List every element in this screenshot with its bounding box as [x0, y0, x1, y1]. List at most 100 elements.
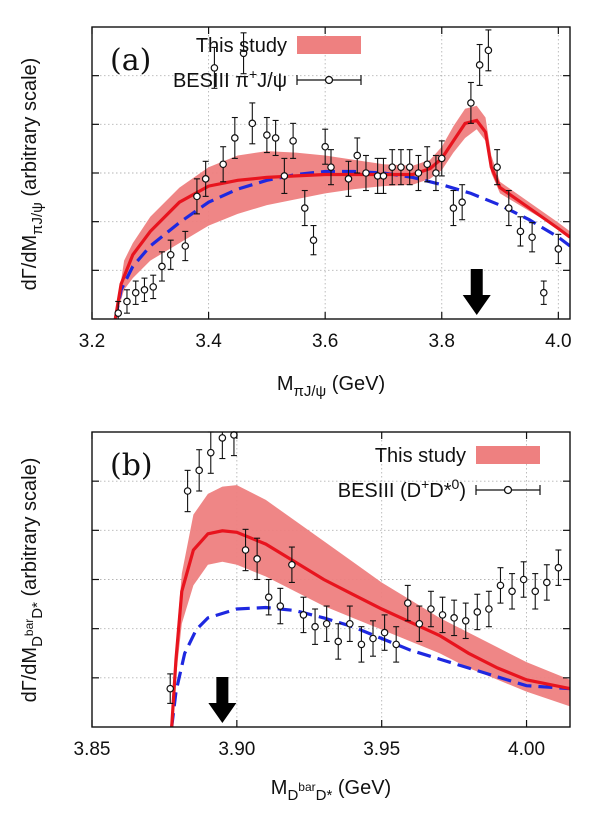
- panel-a-data-point: [353, 137, 362, 174]
- panel-a-data-point: [239, 32, 248, 75]
- panel-a-data-marker: [437, 154, 446, 163]
- panel-a-x-axis-tail: (GeV): [326, 373, 385, 395]
- panel-a-data-marker: [504, 204, 513, 212]
- panel-a-data-marker: [397, 163, 405, 171]
- panel-b-data-point: [461, 602, 470, 640]
- panel-a-data-marker: [516, 227, 525, 236]
- panel-b-data-point: [415, 605, 424, 643]
- panel-a-data-point: [309, 225, 318, 256]
- panel-a-data-marker: [449, 204, 458, 212]
- panel-b-x-axis-sub: D: [287, 787, 298, 804]
- panel-b-data-point: [311, 608, 319, 645]
- panel-a-data-point: [467, 81, 475, 124]
- panel-b-y-axis-sub-tail: D*: [29, 602, 46, 619]
- panel-a-data-point: [300, 189, 309, 227]
- panel-b-data-marker: [485, 605, 493, 613]
- panel-b-dashed-layer: [170, 605, 570, 727]
- panel-b-data-marker: [473, 608, 482, 616]
- panel-a-data-point: [484, 29, 493, 72]
- panel-a-data-point: [210, 46, 219, 89]
- panel-b-data-marker: [218, 434, 227, 442]
- panel-b-data-point: [485, 590, 493, 628]
- panel-a-legend-data-main: BESIII π: [173, 70, 249, 92]
- panel-b-data-point: [346, 605, 354, 643]
- panel-a-points-layer: [114, 29, 563, 319]
- panel-b-data-marker: [369, 634, 377, 643]
- panel-a-data-marker: [300, 204, 309, 212]
- panel-b-data-marker: [230, 431, 238, 439]
- panel-b-label: (b): [110, 448, 153, 483]
- panel-b-uncertainty-band: [171, 485, 570, 727]
- panel-b-grid: [92, 432, 570, 727]
- panel-b-legend-data-sup2: 0: [452, 476, 460, 492]
- panel-b-data-marker: [322, 619, 331, 628]
- panel-b-data-point: [166, 673, 175, 704]
- panel-b-legend-data-tail: ): [459, 480, 466, 502]
- panel-b-data-marker: [531, 587, 540, 596]
- panel-a-data-marker: [432, 169, 440, 177]
- panel-a-data-point: [554, 233, 563, 265]
- panel-b-data-point: [288, 546, 296, 584]
- panel-a-legend-data-label: BESIII π+J/ψ: [173, 66, 287, 92]
- panel-a-data-marker: [263, 131, 271, 139]
- panel-a-legend-data-tail: J/ψ: [257, 70, 287, 92]
- panel-a-legend-band-label: This study: [196, 35, 287, 57]
- panel-b-data-point: [276, 587, 285, 625]
- panel-a-legend-band-swatch: [297, 36, 361, 54]
- panel-a-y-axis-label: dΓ/dMπJ/ψ (arbitrary scale): [19, 58, 46, 291]
- panel-b-y-axis-sub: D: [29, 636, 46, 647]
- panel-a-data-point: [437, 140, 446, 177]
- panel-a-data-marker: [140, 285, 149, 294]
- panel-a-data-point: [193, 178, 201, 215]
- panel-b-data-point: [450, 599, 458, 637]
- panel-b-data-point: [253, 537, 261, 581]
- panel-b-x-tick-label: 4.00: [508, 739, 545, 760]
- panel-a-x-tick-label: 3.8: [429, 331, 455, 352]
- panel-a-y-axis-tail: (arbitrary scale): [19, 58, 41, 202]
- panel-a-data-marker: [528, 233, 536, 242]
- panel-a-grid: [92, 27, 570, 319]
- panel-b-data-point: [322, 605, 331, 643]
- panel-a-legend-data-sup: +: [249, 66, 257, 82]
- panel-b-data-marker: [543, 578, 551, 587]
- panel-a-data-marker: [493, 163, 501, 171]
- panel-a-y-axis-sub: πJ/ψ: [29, 202, 46, 235]
- panel-a-data-point: [158, 251, 166, 282]
- panel-b-data-marker: [380, 628, 389, 637]
- panel-a-data-marker: [475, 61, 484, 69]
- panel-a-data-point: [528, 222, 536, 253]
- panel-b-data-marker: [519, 575, 528, 584]
- panel-b-y-axis-tail: (arbitrary scale): [19, 458, 41, 602]
- panel-a-x-tick-label: 4.0: [545, 331, 571, 352]
- panel-a-data-point: [231, 116, 239, 159]
- panel-a-x-axis-main: M: [277, 373, 294, 395]
- panel-a-threshold-arrow-icon: [462, 269, 491, 315]
- panel-b-data-marker: [334, 637, 343, 646]
- panel-a-data-marker: [123, 297, 131, 306]
- panel-b-data-marker: [508, 587, 516, 596]
- panel-b-data-point: [403, 584, 412, 622]
- panel-a-data-marker: [379, 172, 388, 180]
- panel-a-x-axis-label: MπJ/ψ (GeV): [277, 373, 385, 400]
- panel-b-data-marker: [183, 487, 192, 495]
- panel-a-dashed-layer: [113, 169, 570, 319]
- panel-b-legend-data-main: BESIII (D: [338, 480, 421, 502]
- panel-a-data-marker: [554, 245, 563, 253]
- panel-b-data-point: [438, 596, 447, 634]
- panel-a-data-point: [321, 128, 329, 165]
- panel-a-data-marker: [458, 198, 466, 207]
- panel-a-data-marker: [149, 283, 158, 291]
- panel-b-data-point: [427, 590, 435, 628]
- panel-a-data-marker: [181, 242, 190, 250]
- panel-a-x-tick-label: 3.2: [79, 331, 105, 352]
- panel-b-data-marker: [299, 611, 308, 619]
- panel-a-data-point: [516, 216, 525, 247]
- panel-b-data-marker: [415, 619, 424, 628]
- panel-b-points-layer: [166, 431, 563, 704]
- panel-a-data-point: [280, 157, 289, 194]
- panel-b: 3.85 3.90 3.95 4.00 (b) This study BESIII (…: [19, 431, 571, 804]
- panel-b-data-marker: [461, 616, 470, 625]
- panel-b-legend-band-swatch: [476, 446, 540, 464]
- panel-b-data-point: [299, 596, 308, 634]
